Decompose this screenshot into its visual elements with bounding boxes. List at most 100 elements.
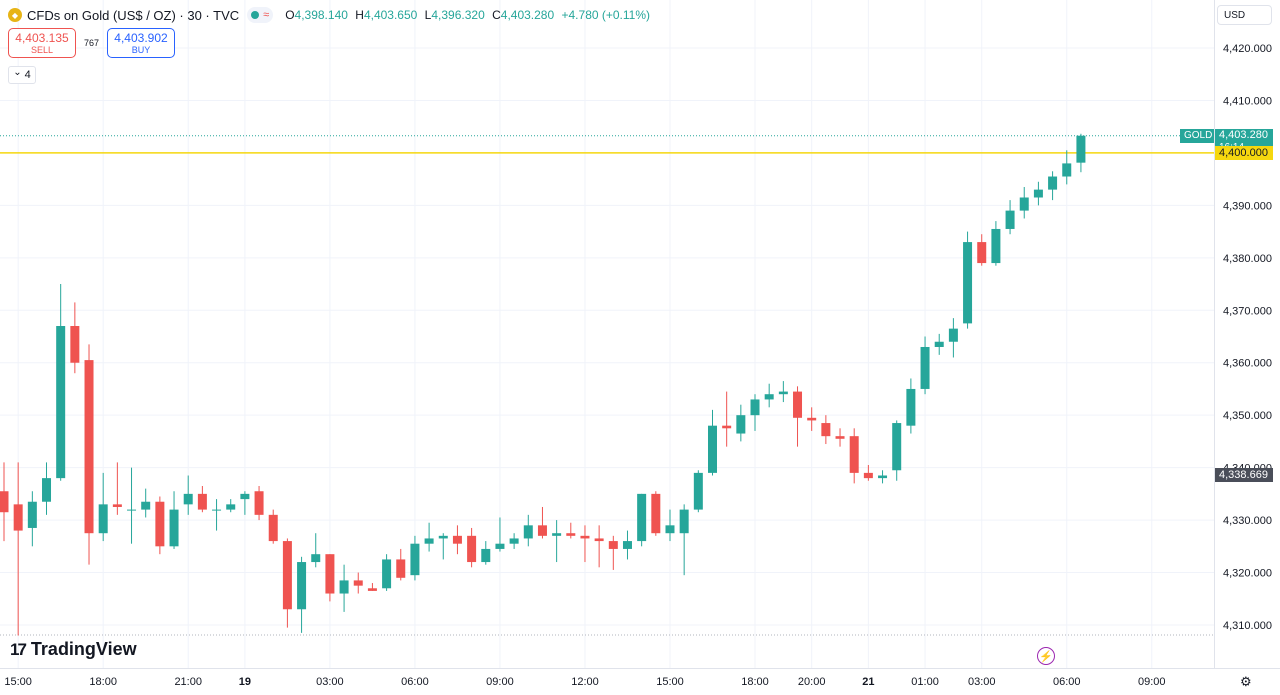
candle[interactable] [382, 554, 392, 591]
candle[interactable] [764, 383, 774, 408]
candle-body [197, 493, 207, 510]
candle[interactable] [906, 378, 916, 434]
candle[interactable] [13, 462, 23, 636]
candle[interactable] [637, 493, 647, 547]
candle[interactable] [226, 499, 236, 513]
candle[interactable] [212, 499, 222, 531]
candle[interactable] [537, 506, 547, 539]
candle[interactable] [651, 491, 661, 536]
candle[interactable] [325, 554, 335, 602]
candle[interactable] [424, 522, 434, 552]
candle[interactable] [268, 509, 278, 544]
candle[interactable] [665, 509, 675, 542]
candle[interactable] [963, 231, 973, 329]
candle-body [878, 475, 888, 479]
currency-selector[interactable]: USD [1217, 5, 1272, 25]
candle[interactable] [353, 572, 363, 594]
candle[interactable] [821, 415, 831, 445]
candle[interactable] [708, 409, 717, 476]
candle[interactable] [197, 485, 207, 513]
level-price-tag[interactable]: 4,400.000 [1215, 145, 1273, 160]
indicators-toggle-button[interactable]: ⌄ 4 [8, 66, 36, 84]
candle[interactable] [679, 504, 689, 576]
candle[interactable] [155, 496, 165, 555]
candle-body [325, 554, 335, 594]
x-tick-label: 18:00 [741, 676, 769, 688]
candle-body [948, 328, 958, 342]
candle[interactable] [566, 522, 576, 539]
sell-button[interactable]: 4,403.135 SELL [8, 28, 76, 58]
candle[interactable] [1005, 200, 1015, 235]
symbol-title[interactable]: CFDs on Gold (US$ / OZ) · 30 · TVC [27, 7, 240, 23]
candle[interactable] [438, 533, 448, 560]
candle[interactable] [169, 491, 179, 549]
candle[interactable] [396, 548, 406, 581]
candle[interactable] [849, 428, 859, 484]
candle[interactable] [878, 470, 888, 484]
candle[interactable] [736, 404, 746, 442]
candle[interactable] [523, 514, 533, 547]
candle-body [665, 525, 675, 534]
candle[interactable] [410, 535, 420, 581]
candle[interactable] [367, 583, 377, 591]
candle[interactable] [1019, 187, 1029, 219]
buy-button[interactable]: 4,403.902 BUY [107, 28, 175, 58]
candle[interactable] [481, 541, 491, 565]
candle[interactable] [311, 533, 321, 568]
candle[interactable] [0, 462, 9, 542]
candle[interactable] [693, 470, 703, 513]
candle[interactable] [42, 462, 52, 515]
candle[interactable] [722, 391, 732, 447]
candle-body [552, 533, 562, 536]
candle[interactable] [141, 488, 151, 518]
candle[interactable] [56, 284, 66, 481]
gear-icon[interactable]: ⚙ [1240, 674, 1252, 689]
candle[interactable] [594, 525, 604, 568]
candle[interactable] [467, 527, 477, 568]
candle[interactable] [84, 344, 94, 565]
candle[interactable] [552, 520, 562, 563]
candle[interactable] [778, 381, 788, 403]
candle[interactable] [240, 491, 250, 515]
symbol-price-tag: GOLD [1180, 128, 1214, 143]
candle[interactable] [1062, 150, 1072, 185]
candle[interactable] [1048, 171, 1058, 201]
crosshair-price-tag: 4,338.669 [1215, 467, 1273, 482]
candle-body [1062, 163, 1072, 177]
candle[interactable] [495, 517, 505, 552]
candle[interactable] [977, 234, 987, 266]
candle[interactable] [27, 491, 37, 547]
candle[interactable] [608, 535, 618, 570]
candle[interactable] [297, 556, 307, 633]
candle[interactable] [183, 475, 193, 515]
candle[interactable] [991, 221, 1001, 266]
candle[interactable] [793, 386, 803, 447]
candle[interactable] [112, 462, 122, 515]
candle[interactable] [622, 530, 632, 560]
candle-body [537, 525, 547, 536]
flash-icon[interactable]: ⚡ [1037, 647, 1055, 665]
candle[interactable] [580, 525, 590, 563]
candle[interactable] [807, 407, 817, 431]
candle[interactable] [339, 564, 349, 612]
candle[interactable] [452, 525, 462, 555]
candle[interactable] [509, 533, 519, 549]
tradingview-logo[interactable]: 17 TradingView [10, 639, 137, 660]
candle[interactable] [863, 465, 873, 481]
candle[interactable] [750, 394, 760, 431]
visibility-toggle[interactable]: ≈ [247, 7, 274, 23]
candle[interactable] [98, 472, 108, 542]
candle[interactable] [70, 302, 80, 374]
candle[interactable] [254, 485, 264, 521]
candle[interactable] [948, 318, 958, 358]
candle[interactable] [1076, 133, 1086, 173]
candle[interactable] [892, 420, 902, 481]
candle-body [807, 417, 817, 421]
candle[interactable] [282, 538, 292, 628]
candle[interactable] [934, 333, 944, 355]
candle[interactable] [920, 336, 930, 395]
candle[interactable] [835, 428, 845, 447]
candle[interactable] [1033, 181, 1043, 206]
candle[interactable] [127, 467, 137, 544]
